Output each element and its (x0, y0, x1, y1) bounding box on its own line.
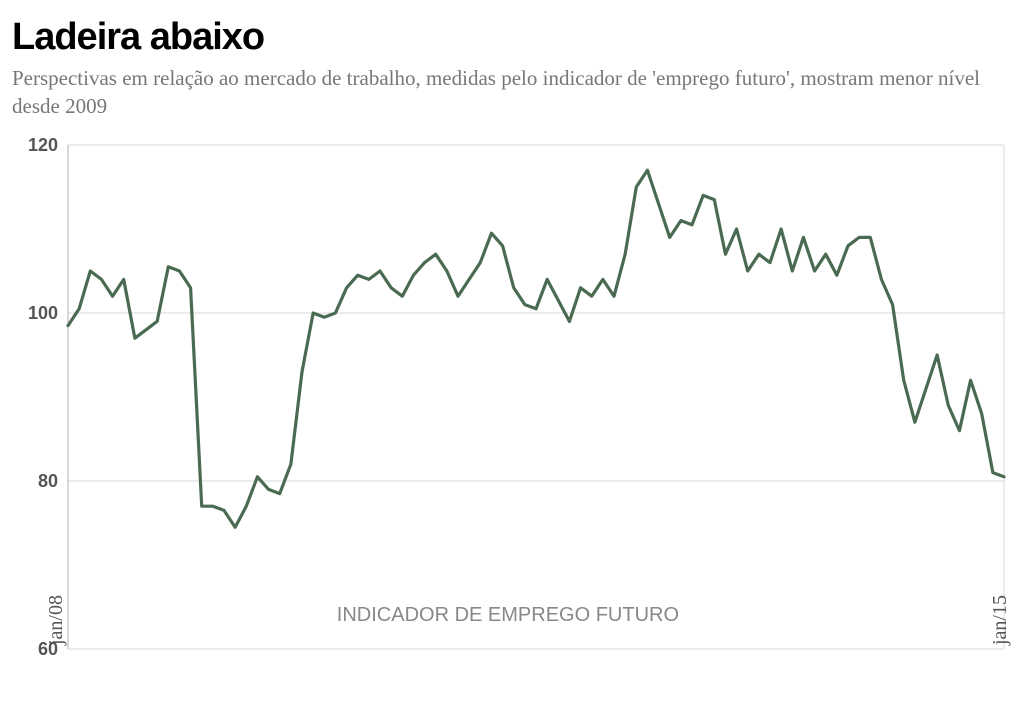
y-tick-label: 120 (28, 135, 58, 155)
y-tick-label: 80 (38, 471, 58, 491)
y-tick-label: 100 (28, 303, 58, 323)
chart-title: Ladeira abaixo (12, 18, 1012, 58)
x-start-label: jan/08 (45, 595, 67, 646)
chart-subtitle: Perspectivas em relação ao mercado de tr… (12, 64, 1012, 121)
line-chart: 6080100120INDICADOR DE EMPREGO FUTUROjan… (12, 135, 1012, 695)
x-end-label: jan/15 (989, 595, 1011, 646)
chart-svg: 6080100120INDICADOR DE EMPREGO FUTUROjan… (12, 135, 1012, 695)
series-label: INDICADOR DE EMPREGO FUTURO (337, 604, 679, 626)
